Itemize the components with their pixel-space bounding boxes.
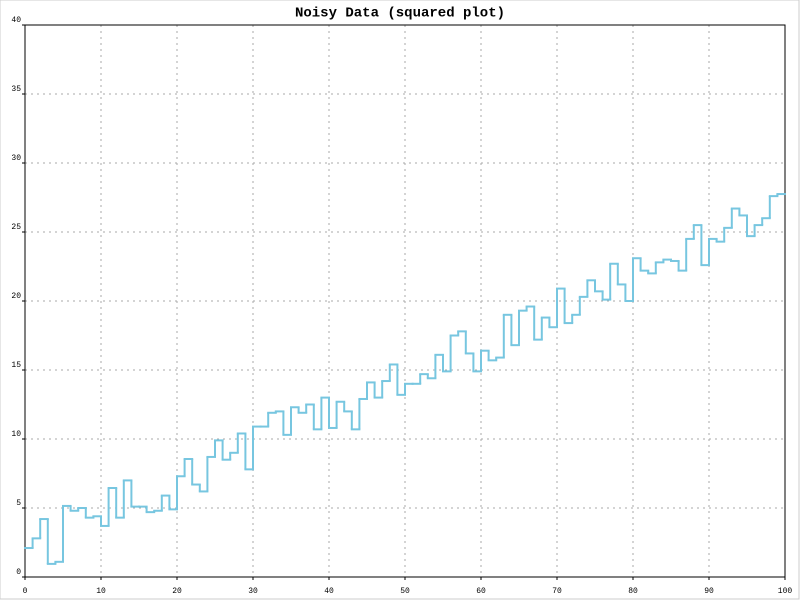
y-tick-label: 0 <box>16 568 21 577</box>
x-tick-label: 0 <box>23 587 28 596</box>
y-tick-label: 10 <box>11 430 21 439</box>
x-tick-label: 40 <box>324 587 334 596</box>
x-tick-label: 30 <box>248 587 258 596</box>
x-tick-label: 80 <box>628 587 638 596</box>
y-tick-label: 20 <box>11 292 21 301</box>
y-tick-label: 30 <box>11 154 21 163</box>
y-tick-label: 25 <box>11 223 21 232</box>
y-tick-label: 5 <box>16 499 21 508</box>
x-tick-label: 20 <box>172 587 182 596</box>
chart-title: Noisy Data (squared plot) <box>295 6 505 22</box>
x-tick-label: 70 <box>552 587 562 596</box>
x-tick-label: 60 <box>476 587 486 596</box>
x-tick-label: 50 <box>400 587 410 596</box>
y-tick-label: 15 <box>11 361 21 370</box>
y-tick-label: 40 <box>11 16 21 25</box>
x-tick-label: 10 <box>96 587 106 596</box>
x-tick-label: 100 <box>778 587 793 596</box>
plot-frame <box>24 24 786 578</box>
x-tick-label: 90 <box>704 587 714 596</box>
y-tick-label: 35 <box>11 85 21 94</box>
